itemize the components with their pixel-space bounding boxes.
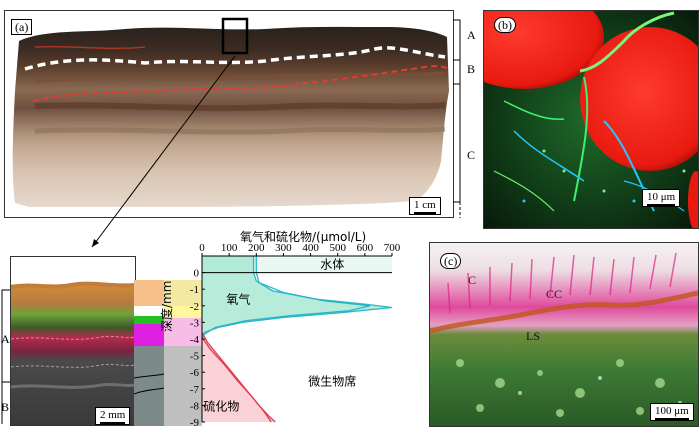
- y-tick-label-9: -9: [190, 417, 200, 428]
- y-tick-label-2: -2: [190, 301, 199, 313]
- panel-a-photo: (a) 1 cm: [4, 10, 454, 218]
- y-tick-label-3: -3: [190, 317, 200, 329]
- chart-x-axis-title: 氧气和硫化物/(μmol/L): [240, 230, 367, 244]
- inset-zone-label-a: A: [1, 332, 10, 346]
- panel-a-scale-label: 1 cm: [414, 199, 436, 211]
- panel-c-label-c: C: [468, 273, 477, 287]
- chart-y-axis-title: 深度/mm: [160, 280, 174, 332]
- core-section-image: [12, 17, 450, 208]
- layer-swatch-gray: [134, 346, 164, 426]
- layer-swatch-white: [134, 306, 164, 316]
- inset-scale-line: [100, 422, 126, 424]
- panel-c-scale-line: [655, 418, 689, 420]
- panel-c-scale-label: 100 μm: [655, 405, 689, 417]
- panel-a-scale-line: [414, 212, 436, 214]
- panel-b-label: (b): [494, 17, 516, 33]
- layer-strip-pink: [164, 318, 202, 346]
- inset-scale-label: 2 mm: [100, 409, 126, 421]
- panel-b-scalebar: 10 μm: [642, 189, 681, 207]
- inset-zone-label-b: B: [1, 400, 10, 414]
- panel-c-label-ls: LS: [526, 329, 541, 343]
- inset-scalebar: 2 mm: [95, 407, 131, 425]
- y-tick-label-7: -7: [190, 384, 200, 396]
- x-tick-label-0: 0: [199, 242, 205, 254]
- panel-a-scalebar: 1 cm: [409, 197, 441, 215]
- oxygen-sulfide-profile-chart: 0 100 200 300 400 500 600 700 0 -1 -2 -3 -4 -5 -6 -7 -8 -…: [190, 242, 401, 428]
- series-line-3: [201, 336, 272, 423]
- panel-a-label: (a): [11, 19, 33, 35]
- y-tick-label-1: -1: [190, 284, 199, 296]
- panel-b-micrograph: (b) 10 μm: [483, 10, 699, 229]
- annotation-sulfide: 硫化物: [203, 398, 239, 413]
- layer-swatch-magenta: [134, 324, 164, 346]
- panel-c-micrograph: (c) C CC LS 100 μm: [429, 242, 699, 427]
- zone-label-a: A: [467, 28, 476, 42]
- x-tick-label-6: 600: [357, 242, 374, 254]
- y-tick-label-4: -4: [190, 334, 200, 346]
- series-line-1: [201, 256, 371, 337]
- zone-brackets: [453, 19, 461, 218]
- x-tick-label-7: 700: [384, 242, 401, 254]
- zone-label-b: B: [467, 62, 476, 76]
- y-tick-label-5: -5: [190, 351, 200, 363]
- fluorescence-image: [484, 11, 698, 228]
- annotation-oxygen: 氧气: [226, 291, 250, 306]
- layer-strip-yellow-light: [164, 306, 202, 318]
- sulfide-area: [202, 332, 276, 422]
- x-tick-label-4: 400: [302, 242, 319, 254]
- panel-b-scale-label: 10 μm: [647, 191, 676, 203]
- y-tick-label-8: -8: [190, 400, 200, 412]
- layer-color-strip: [134, 280, 202, 426]
- layer-swatch-green: [134, 316, 164, 324]
- layer-strip-yellow: [164, 280, 202, 306]
- panel-c-scalebar: 100 μm: [650, 403, 694, 421]
- x-tick-label-2: 200: [248, 242, 265, 254]
- y-tick-label-6: -6: [190, 367, 200, 379]
- inset-zone-brackets: [1, 289, 10, 424]
- inset-mat-image: [11, 257, 135, 425]
- x-tick-label-3: 300: [275, 242, 292, 254]
- thin-section-image: [430, 243, 698, 426]
- x-tick-label-5: 500: [329, 242, 346, 254]
- y-tick-label-0: 0: [194, 268, 200, 280]
- x-tick-label-1: 100: [221, 242, 238, 254]
- layer-swatch-orange: [134, 280, 164, 306]
- panel-c-label-cc: CC: [546, 287, 563, 301]
- panel-b-scale-line: [647, 204, 676, 206]
- annotation-water: 水体: [320, 257, 344, 271]
- panel-c-label: (c): [440, 253, 462, 269]
- series-line-2: [201, 332, 276, 423]
- oxygen-area: [202, 256, 392, 339]
- annotation-microbial-mat: 微生物席: [308, 373, 356, 388]
- inset-mat-photo: 2 mm: [10, 256, 136, 426]
- zone-label-c: C: [467, 148, 476, 162]
